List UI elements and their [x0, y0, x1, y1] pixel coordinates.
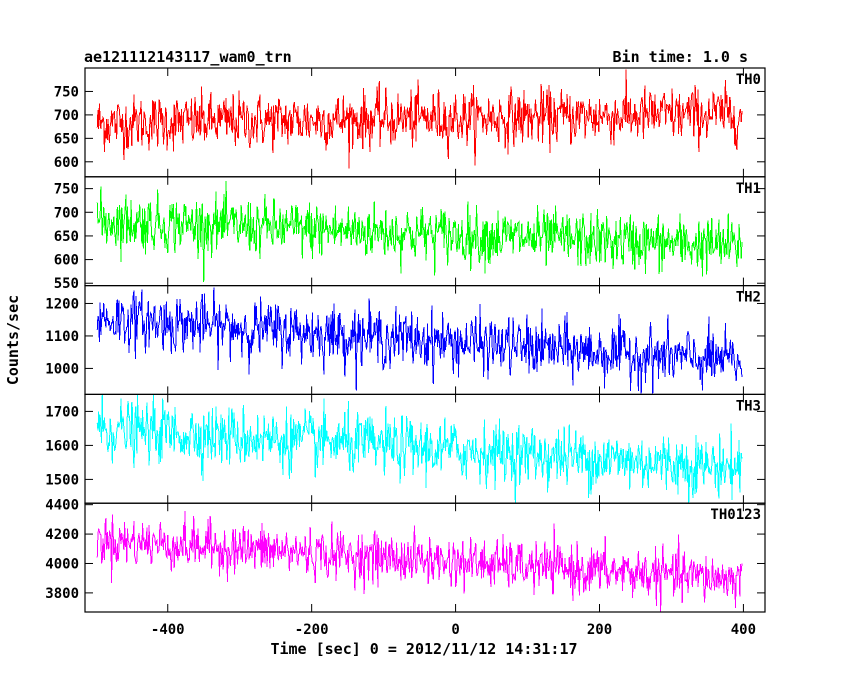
- panel-frame-th2: [84, 285, 766, 396]
- series-line-th0: [96, 69, 743, 169]
- series-line-th2: [96, 287, 743, 394]
- y-tick-label: 1700: [45, 404, 79, 420]
- y-tick-label: 600: [54, 155, 79, 171]
- y-tick-label: 650: [54, 229, 79, 245]
- y-tick-label: 4200: [45, 527, 79, 543]
- y-tick-label: 1500: [45, 472, 79, 488]
- panel-label-th1: TH1: [736, 181, 761, 197]
- x-tick-label: 0: [451, 622, 459, 638]
- panel-label-th3: TH3: [736, 398, 761, 414]
- y-tick-label: 1200: [45, 296, 79, 312]
- chart-title: ae121112143117_wam0_trn: [84, 48, 292, 66]
- y-tick-label: 4400: [45, 498, 79, 514]
- y-tick-label: 3800: [45, 586, 79, 602]
- y-axis-label: Counts/sec: [4, 295, 22, 385]
- y-tick-label: 700: [54, 205, 79, 221]
- series-line-th0123: [96, 511, 743, 612]
- panel-label-th2: TH2: [736, 290, 761, 306]
- y-tick-label: 750: [54, 84, 79, 100]
- panel-label-th0: TH0: [736, 72, 761, 88]
- y-tick-label: 1100: [45, 329, 79, 345]
- x-tick-label: 200: [587, 622, 612, 638]
- y-tick-label: 750: [54, 182, 79, 198]
- y-tick-label: 600: [54, 253, 79, 269]
- y-tick-label: 700: [54, 108, 79, 124]
- y-tick-label: 550: [54, 276, 79, 292]
- x-tick-label: -400: [151, 622, 185, 638]
- x-axis-label: Time [sec] 0 = 2012/11/12 14:31:17: [270, 640, 577, 658]
- y-tick-label: 1600: [45, 438, 79, 454]
- y-tick-label: 650: [54, 131, 79, 147]
- series-line-th1: [96, 181, 743, 283]
- x-tick-label: 400: [731, 622, 756, 638]
- series-line-th3: [96, 394, 743, 504]
- bin-time-label: Bin time: 1.0 s: [613, 48, 748, 66]
- y-tick-label: 1000: [45, 361, 79, 377]
- panel-label-th0123: TH0123: [710, 507, 761, 523]
- y-tick-label: 4000: [45, 556, 79, 572]
- panels-group: 600 650 700 750 TH0 550 600 650 700 750 TH1 1000 110…: [45, 67, 766, 638]
- panel-frame-th0123: [84, 502, 766, 613]
- x-tick-label: -200: [295, 622, 329, 638]
